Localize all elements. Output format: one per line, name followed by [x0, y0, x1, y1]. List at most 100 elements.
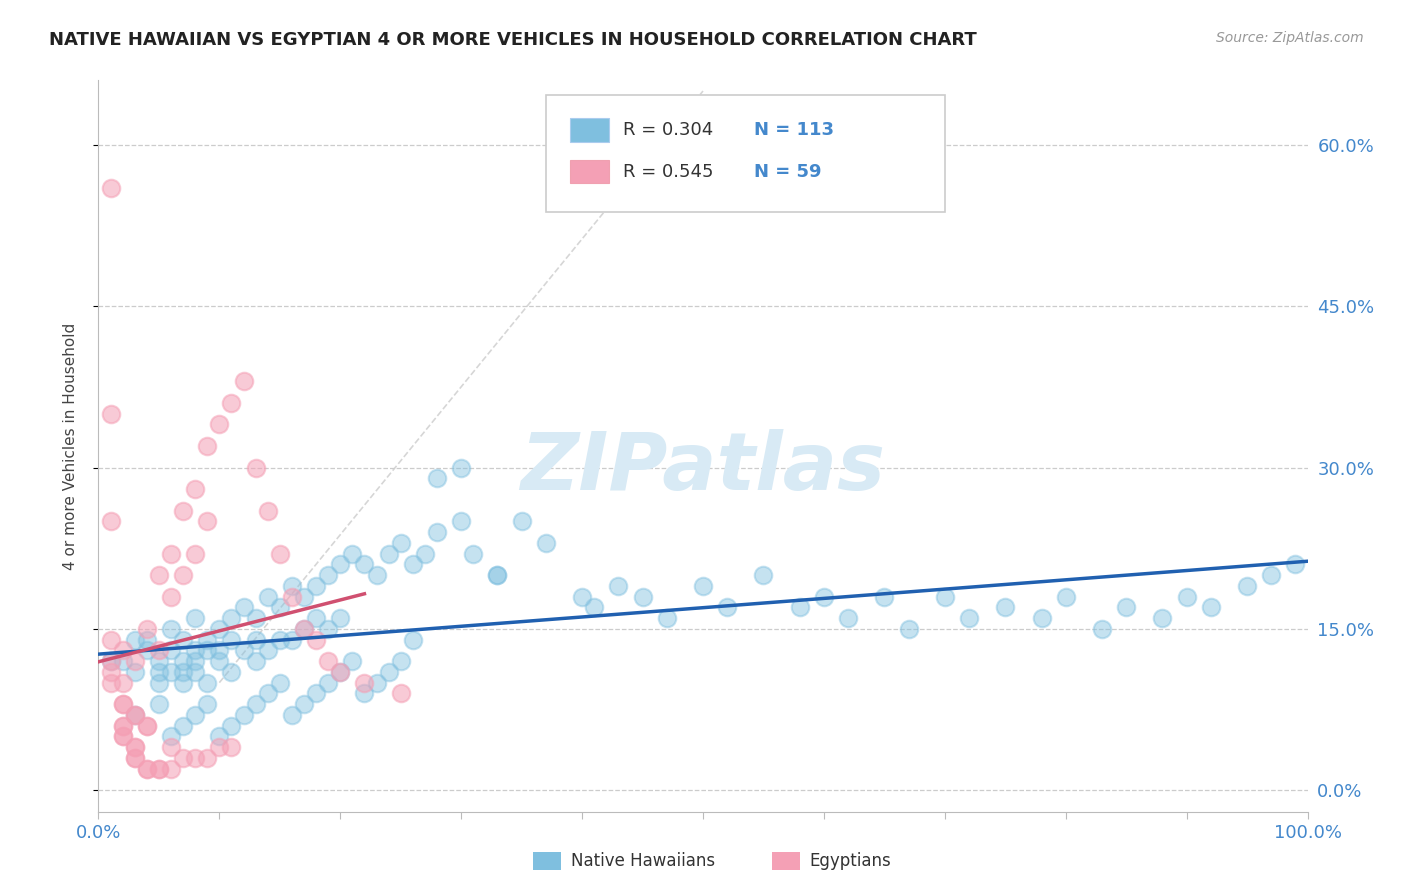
Point	[184, 611, 207, 625]
Point	[100, 514, 122, 528]
Point	[195, 514, 218, 528]
Point	[111, 719, 134, 733]
Point	[111, 730, 134, 744]
Point	[292, 590, 315, 604]
Text: R = 0.304: R = 0.304	[623, 121, 713, 139]
Point	[1115, 600, 1137, 615]
Point	[994, 600, 1017, 615]
Point	[232, 375, 254, 389]
Point	[292, 622, 315, 636]
Point	[100, 632, 122, 647]
Point	[389, 686, 412, 700]
Point	[269, 600, 291, 615]
Text: ZIPatlas: ZIPatlas	[520, 429, 886, 507]
Point	[172, 675, 194, 690]
Point	[402, 558, 425, 572]
Point	[100, 654, 122, 668]
Point	[160, 740, 183, 755]
Point	[377, 665, 399, 679]
Point	[100, 675, 122, 690]
Point	[269, 632, 291, 647]
Point	[160, 622, 183, 636]
Point	[232, 643, 254, 657]
Point	[124, 665, 146, 679]
Point	[873, 590, 896, 604]
Point	[256, 590, 278, 604]
Point	[148, 697, 170, 711]
Point	[1175, 590, 1198, 604]
Point	[256, 686, 278, 700]
Point	[716, 600, 738, 615]
Point	[208, 643, 231, 657]
Point	[135, 643, 157, 657]
Point	[160, 665, 183, 679]
Point	[124, 707, 146, 722]
Point	[281, 632, 304, 647]
Point	[195, 697, 218, 711]
Point	[1284, 558, 1306, 572]
Point	[305, 579, 328, 593]
Point	[534, 536, 557, 550]
Point	[1260, 568, 1282, 582]
Point	[450, 460, 472, 475]
Point	[124, 751, 146, 765]
Point	[389, 654, 412, 668]
Bar	[569, 160, 609, 184]
Point	[135, 632, 157, 647]
Point	[111, 697, 134, 711]
Point	[221, 740, 243, 755]
Point	[813, 590, 835, 604]
Point	[329, 611, 352, 625]
Point	[160, 762, 183, 776]
Point	[366, 568, 388, 582]
Point	[172, 503, 194, 517]
Point	[184, 751, 207, 765]
Point	[463, 547, 485, 561]
Point	[486, 568, 509, 582]
Point	[692, 579, 714, 593]
Point	[245, 654, 267, 668]
Point	[571, 590, 593, 604]
Point	[124, 654, 146, 668]
Point	[256, 503, 278, 517]
Point	[124, 707, 146, 722]
Text: Source: ZipAtlas.com: Source: ZipAtlas.com	[1216, 31, 1364, 45]
Point	[1236, 579, 1258, 593]
Point	[305, 632, 328, 647]
Point	[316, 654, 339, 668]
Text: R = 0.545: R = 0.545	[623, 162, 714, 181]
Point	[510, 514, 533, 528]
Y-axis label: 4 or more Vehicles in Household: 4 or more Vehicles in Household	[63, 322, 77, 570]
Point	[172, 751, 194, 765]
Point	[1054, 590, 1077, 604]
Point	[111, 719, 134, 733]
Point	[100, 181, 122, 195]
Point	[245, 611, 267, 625]
Point	[184, 547, 207, 561]
Point	[184, 654, 207, 668]
Point	[426, 524, 449, 539]
Point	[184, 482, 207, 496]
Point	[1152, 611, 1174, 625]
Point	[172, 568, 194, 582]
Point	[366, 675, 388, 690]
Point	[1091, 622, 1114, 636]
Point	[135, 622, 157, 636]
Point	[281, 579, 304, 593]
Point	[353, 686, 375, 700]
Point	[172, 654, 194, 668]
Point	[631, 590, 654, 604]
Point	[329, 558, 352, 572]
Point	[245, 460, 267, 475]
Point	[269, 675, 291, 690]
Point	[160, 643, 183, 657]
Point	[148, 675, 170, 690]
Point	[221, 396, 243, 410]
Point	[353, 558, 375, 572]
Point	[957, 611, 980, 625]
Point	[292, 697, 315, 711]
Point	[195, 439, 218, 453]
Point	[221, 719, 243, 733]
Point	[184, 643, 207, 657]
Point	[305, 611, 328, 625]
